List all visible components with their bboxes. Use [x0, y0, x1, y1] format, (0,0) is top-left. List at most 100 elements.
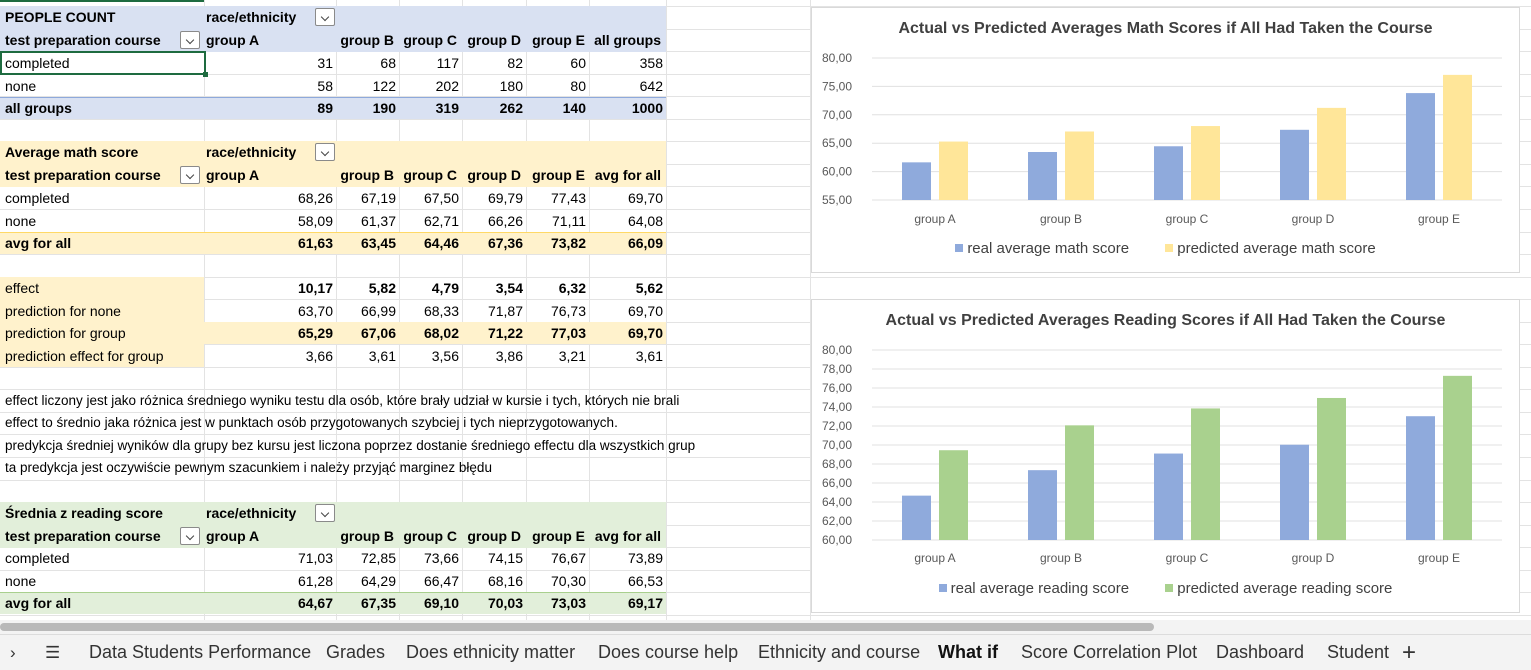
- math-cell[interactable]: 68,26: [297, 190, 333, 206]
- prediction-effect-cell[interactable]: 3,56: [431, 348, 459, 364]
- reading-cell[interactable]: 70,30: [550, 573, 586, 589]
- people-total-cell[interactable]: 1000: [631, 100, 663, 116]
- prediction-group-cell[interactable]: 71,22: [487, 325, 523, 341]
- math-row-label[interactable]: none: [5, 213, 37, 229]
- prediction-effect-cell[interactable]: 3,61: [368, 348, 396, 364]
- prediction-none-cell[interactable]: 69,70: [627, 303, 663, 319]
- sheet-list-menu-icon[interactable]: ☰: [45, 643, 61, 662]
- people-total-cell[interactable]: 89: [317, 100, 333, 116]
- prediction-group-cell[interactable]: 67,06: [360, 325, 396, 341]
- reading-cell[interactable]: 73,89: [627, 550, 663, 566]
- tab-does-ethnicity-matter[interactable]: Does ethnicity matter: [406, 642, 576, 662]
- reading-row-filter-dropdown[interactable]: [180, 527, 200, 545]
- reading-cell[interactable]: 74,15: [487, 550, 523, 566]
- math-cell[interactable]: 66,26: [487, 213, 523, 229]
- tab-score-correlation-plot[interactable]: Score Correlation Plot: [1021, 642, 1198, 662]
- people-col-filter-dropdown[interactable]: [315, 8, 335, 26]
- legend-item-predicted-math[interactable]: predicted average math score: [1165, 240, 1376, 257]
- people-cell[interactable]: 117: [436, 55, 459, 71]
- effect-cell[interactable]: 6,32: [558, 280, 586, 296]
- reading-cell[interactable]: 76,67: [550, 550, 586, 566]
- math-row-label[interactable]: completed: [5, 190, 70, 206]
- reading-total-cell[interactable]: 64,67: [297, 595, 333, 611]
- prediction-none-cell[interactable]: 76,73: [550, 303, 586, 319]
- prediction-none-cell[interactable]: 63,70: [297, 303, 333, 319]
- math-row-filter-dropdown[interactable]: [180, 166, 200, 184]
- reading-cell[interactable]: 66,47: [423, 573, 459, 589]
- prediction-effect-cell[interactable]: 3,21: [558, 348, 586, 364]
- tab-ethnicity-and-course[interactable]: Ethnicity and course: [758, 642, 921, 662]
- prediction-none-label[interactable]: prediction for none: [5, 303, 121, 319]
- reading-total-label[interactable]: avg for all: [5, 595, 72, 611]
- prediction-group-cell[interactable]: 69,70: [627, 325, 663, 341]
- prediction-group-cell[interactable]: 77,03: [550, 325, 586, 341]
- people-cell[interactable]: 358: [639, 55, 663, 71]
- people-total-cell[interactable]: 319: [435, 100, 459, 116]
- people-total-label[interactable]: all groups: [5, 100, 72, 116]
- reading-total-cell[interactable]: 67,35: [360, 595, 396, 611]
- people-total-cell[interactable]: 190: [372, 100, 396, 116]
- chevron-right-icon[interactable]: ›: [10, 643, 16, 662]
- people-cell[interactable]: 122: [372, 78, 396, 94]
- people-cell[interactable]: 180: [499, 78, 523, 94]
- math-cell[interactable]: 58,09: [297, 213, 333, 229]
- effect-cell[interactable]: 3,54: [495, 280, 523, 296]
- legend-item-real-math[interactable]: real average math score: [955, 240, 1129, 257]
- people-total-cell[interactable]: 140: [562, 100, 586, 116]
- note-line[interactable]: ta predykcja jest oczywiście pewnym szac…: [5, 460, 492, 475]
- tab-grades[interactable]: Grades: [326, 642, 386, 662]
- note-line[interactable]: effect to średnio jaka różnica jest w pu…: [5, 415, 618, 430]
- legend-item-real-reading[interactable]: real average reading score: [938, 580, 1129, 597]
- math-col-filter-dropdown[interactable]: [315, 143, 335, 161]
- people-row-label[interactable]: none: [5, 78, 37, 94]
- tab-student[interactable]: Student: [1327, 642, 1390, 662]
- prediction-group-cell[interactable]: 65,29: [297, 325, 333, 341]
- reading-cell[interactable]: 64,29: [360, 573, 396, 589]
- prediction-group-label[interactable]: prediction for group: [5, 325, 126, 341]
- math-cell[interactable]: 67,50: [423, 190, 459, 206]
- effect-cell[interactable]: 10,17: [297, 280, 333, 296]
- people-row-filter-dropdown[interactable]: [180, 31, 200, 49]
- tab-data-students-performance[interactable]: Data Students Performance: [89, 642, 312, 662]
- math-cell[interactable]: 69,70: [627, 190, 663, 206]
- effect-cell[interactable]: 4,79: [431, 280, 459, 296]
- reading-total-cell[interactable]: 70,03: [487, 595, 523, 611]
- prediction-none-cell[interactable]: 71,87: [487, 303, 523, 319]
- reading-cell[interactable]: 71,03: [297, 550, 333, 566]
- prediction-effect-cell[interactable]: 3,61: [635, 348, 663, 364]
- people-cell[interactable]: 82: [507, 55, 523, 71]
- reading-cell[interactable]: 66,53: [627, 573, 663, 589]
- effect-label[interactable]: effect: [5, 280, 39, 296]
- reading-scores-chart[interactable]: Actual vs Predicted Averages Reading Sco…: [811, 299, 1520, 613]
- reading-total-cell[interactable]: 73,03: [550, 595, 586, 611]
- reading-total-cell[interactable]: 69,10: [423, 595, 459, 611]
- math-cell[interactable]: 64,08: [627, 213, 663, 229]
- math-total-cell[interactable]: 63,45: [360, 235, 396, 251]
- math-cell[interactable]: 61,37: [360, 213, 396, 229]
- math-cell[interactable]: 62,71: [423, 213, 459, 229]
- reading-col-filter-dropdown[interactable]: [315, 504, 335, 522]
- people-cell[interactable]: 642: [639, 78, 663, 94]
- scrollbar-thumb[interactable]: [0, 623, 1154, 631]
- prediction-none-cell[interactable]: 68,33: [423, 303, 459, 319]
- tab-does-course-help[interactable]: Does course help: [598, 642, 739, 662]
- people-cell[interactable]: 202: [435, 78, 459, 94]
- math-total-cell[interactable]: 61,63: [297, 235, 333, 251]
- effect-cell[interactable]: 5,82: [368, 280, 396, 296]
- math-total-cell[interactable]: 66,09: [627, 235, 663, 251]
- math-total-label[interactable]: avg for all: [5, 235, 72, 251]
- add-sheet-icon[interactable]: +: [1402, 639, 1417, 666]
- note-line[interactable]: effect liczony jest jako różnica średnie…: [5, 393, 680, 408]
- reading-row-label[interactable]: completed: [5, 550, 70, 566]
- prediction-effect-cell[interactable]: 3,66: [305, 348, 333, 364]
- people-cell[interactable]: 58: [317, 78, 333, 94]
- math-cell[interactable]: 69,79: [487, 190, 523, 206]
- people-cell[interactable]: 31: [317, 55, 333, 71]
- reading-cell[interactable]: 72,85: [360, 550, 396, 566]
- people-cell[interactable]: 80: [570, 78, 586, 94]
- note-line[interactable]: predykcja średniej wyników dla grupy bez…: [5, 438, 696, 453]
- people-cell[interactable]: 68: [380, 55, 396, 71]
- active-cell-selection[interactable]: [0, 51, 208, 77]
- reading-row-label[interactable]: none: [5, 573, 37, 589]
- people-row-label[interactable]: completed: [5, 55, 70, 71]
